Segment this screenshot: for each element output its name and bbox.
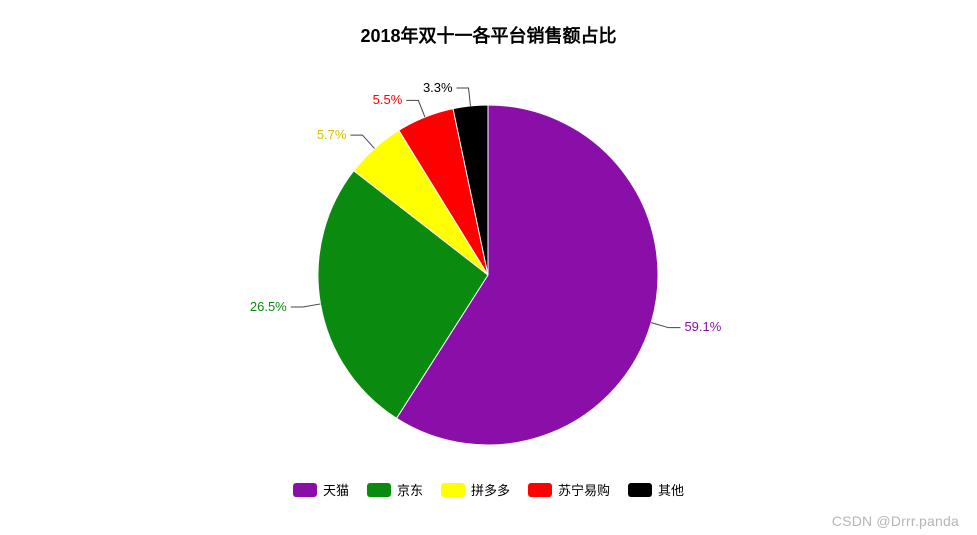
pie-slice-label: 5.7% bbox=[317, 127, 347, 142]
pie-slice-label: 26.5% bbox=[250, 299, 287, 314]
legend-item: 拼多多 bbox=[441, 480, 510, 499]
pie-slice-label: 5.5% bbox=[373, 92, 403, 107]
legend-item: 天猫 bbox=[293, 480, 349, 499]
legend-swatch bbox=[293, 483, 317, 497]
legend-label: 苏宁易购 bbox=[558, 480, 610, 499]
legend-label: 其他 bbox=[658, 480, 684, 499]
legend-label: 天猫 bbox=[323, 480, 349, 499]
pie-slice-label: 3.3% bbox=[423, 80, 453, 95]
legend-item: 苏宁易购 bbox=[528, 480, 610, 499]
watermark: CSDN @Drrr.panda bbox=[832, 513, 959, 529]
pie-leader-line bbox=[457, 88, 471, 106]
pie-leader-line bbox=[406, 100, 425, 117]
legend-label: 京东 bbox=[397, 480, 423, 499]
legend-item: 京东 bbox=[367, 480, 423, 499]
pie-leader-line bbox=[291, 304, 321, 307]
legend-swatch bbox=[367, 483, 391, 497]
pie-chart bbox=[0, 0, 977, 535]
legend-swatch bbox=[528, 483, 552, 497]
chart-container: 2018年双十一各平台销售额占比 59.1%26.5%5.7%5.5%3.3% … bbox=[0, 0, 977, 535]
pie-slice-label: 59.1% bbox=[684, 319, 721, 334]
legend: 天猫 京东 拼多多 苏宁易购 其他 bbox=[0, 480, 977, 499]
legend-item: 其他 bbox=[628, 480, 684, 499]
legend-label: 拼多多 bbox=[471, 480, 510, 499]
pie-leader-line bbox=[350, 135, 374, 148]
pie-leader-line bbox=[651, 323, 680, 328]
legend-swatch bbox=[441, 483, 465, 497]
legend-swatch bbox=[628, 483, 652, 497]
